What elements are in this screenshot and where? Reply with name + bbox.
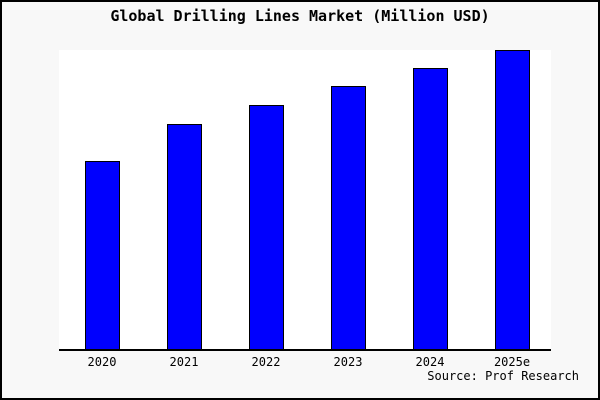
- x-axis-label-2020: 2020: [87, 355, 117, 369]
- plot-area: [59, 50, 551, 351]
- bar-2024: [412, 68, 448, 349]
- x-axis-label-2025e: 2025e: [493, 355, 531, 369]
- x-axis-label-2022: 2022: [251, 355, 281, 369]
- bar-2020: [84, 161, 120, 349]
- x-axis: 2020 2021 2022 2023 2024 2025e: [59, 355, 551, 371]
- x-axis-label-2024: 2024: [415, 355, 445, 369]
- bar-2025e: [494, 50, 530, 349]
- source-credit: Source: Prof Research: [427, 369, 579, 383]
- x-axis-label-2023: 2023: [333, 355, 363, 369]
- bar-2022: [248, 105, 284, 349]
- bar-2021: [166, 124, 202, 349]
- x-axis-label-2021: 2021: [169, 355, 199, 369]
- bar-2023: [330, 86, 366, 349]
- chart-title: Global Drilling Lines Market (Million US…: [110, 7, 490, 25]
